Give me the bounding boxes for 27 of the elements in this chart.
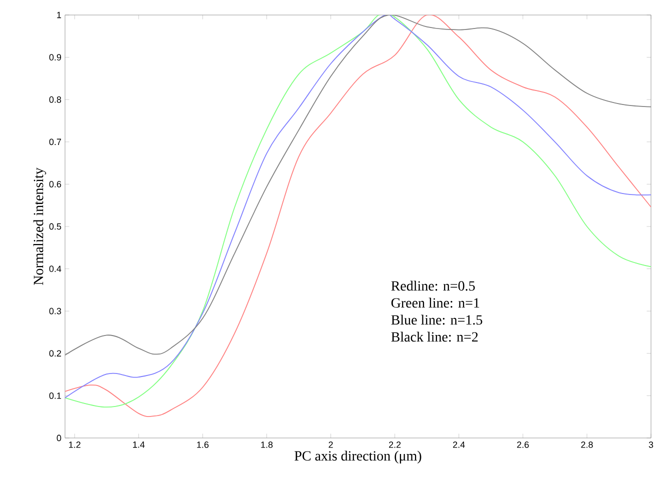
y-tick-label: 0.2: [49, 350, 62, 357]
y-tick-label: 0.5: [49, 223, 62, 230]
y-tick-label: 0.1: [49, 392, 62, 399]
annotation: Redline: n=0.5: [391, 280, 475, 291]
y-axis-title: Normalized intensity: [33, 168, 46, 285]
x-tick-label: 1.6: [197, 442, 209, 448]
y-tick-label: 0.6: [49, 181, 62, 188]
annotation: Green line: n=1: [391, 298, 480, 308]
x-tick-label: 3: [648, 442, 654, 448]
y-tick-label: 0.3: [49, 308, 62, 314]
x-tick-label: 1.2: [69, 442, 80, 448]
x-tick-label: 2.2: [389, 442, 401, 448]
x-axis-title: PC axis direction (μm): [294, 450, 422, 464]
x-tick-label: 1.4: [133, 442, 145, 448]
annotation: Black line: n=2: [391, 332, 478, 342]
x-tick-label: 1.8: [261, 442, 273, 448]
y-tick-label: 0.4: [49, 266, 62, 272]
y-tick-label: 1: [57, 12, 62, 18]
annotation: Blue line: n=1.5: [391, 314, 482, 325]
x-tick-label: 2.8: [581, 442, 593, 448]
x-tick-label: 2: [328, 442, 333, 448]
y-tick-label: 0.8: [49, 96, 62, 103]
y-tick-label: 0.7: [49, 138, 62, 146]
x-tick-label: 2.6: [517, 442, 529, 448]
y-tick-label: 0.9: [49, 54, 62, 60]
y-tick-label: 0: [56, 434, 62, 442]
x-tick-label: 2.4: [453, 442, 465, 448]
